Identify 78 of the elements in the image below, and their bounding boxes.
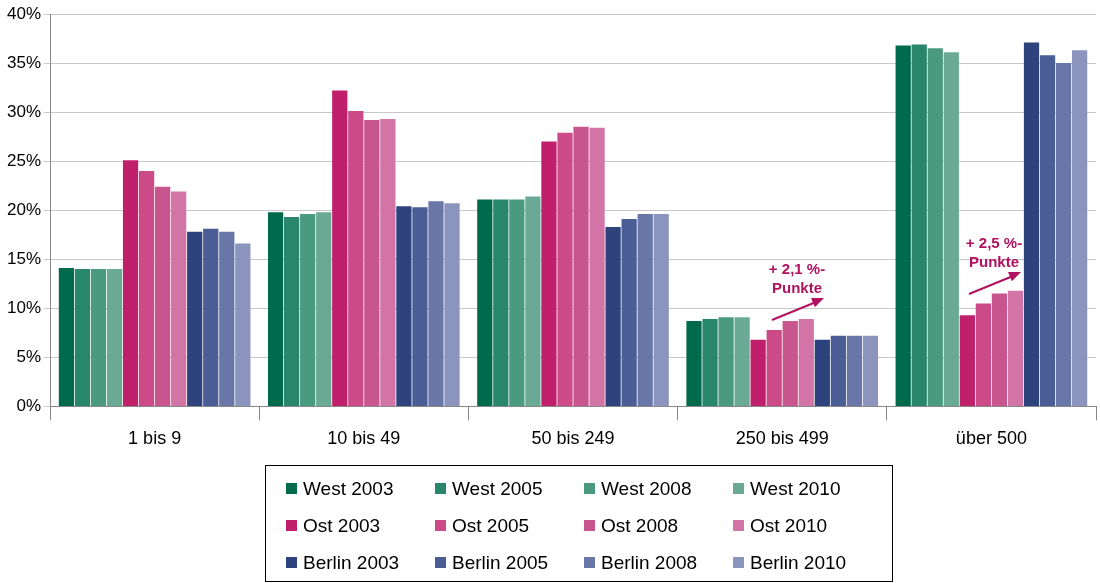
bar: [943, 52, 959, 406]
bar: [412, 207, 428, 406]
bar: [122, 160, 139, 406]
bar: [300, 214, 316, 406]
x-tick-label: 50 bis 249: [531, 428, 615, 449]
bar: [718, 317, 734, 406]
bar: [605, 226, 621, 406]
bar: [846, 335, 862, 406]
legend-label: West 2003: [303, 477, 394, 500]
bar: [1039, 55, 1056, 406]
bar: [702, 319, 718, 406]
legend-label: West 2008: [601, 477, 692, 500]
bar: [1023, 42, 1040, 406]
legend-label: Berlin 2008: [601, 551, 698, 574]
legend-label: West 2005: [452, 477, 543, 500]
bar: [798, 319, 814, 406]
bar: [267, 212, 284, 406]
x-tick-label: über 500: [955, 428, 1027, 449]
bar: [525, 196, 541, 406]
bar: [380, 118, 396, 406]
bar: [106, 269, 123, 406]
legend-label: Ost 2003: [303, 514, 381, 537]
bar: [750, 339, 766, 406]
bar: [235, 243, 251, 406]
legend-label: Ost 2010: [750, 514, 828, 537]
y-tick-label: 35%: [6, 52, 42, 72]
y-tick-label: 25%: [6, 150, 42, 170]
bar: [332, 90, 348, 406]
bar: [814, 339, 830, 406]
bar: [686, 321, 702, 406]
y-tick-label: 10%: [6, 297, 42, 317]
bar: [444, 203, 460, 406]
y-tick-label: 5%: [16, 347, 42, 367]
bar: [74, 269, 91, 406]
annotation: + 2,1 %- Punkte: [768, 259, 826, 296]
bar: [830, 335, 846, 406]
y-tick-label: 30%: [6, 101, 42, 121]
legend-label: Berlin 2010: [750, 551, 847, 574]
bar: [1007, 290, 1024, 406]
bar: [428, 201, 444, 406]
bar: [541, 141, 557, 406]
legend-label: Ost 2008: [601, 514, 679, 537]
bar: [284, 217, 300, 406]
bar: [959, 315, 975, 406]
bar: [477, 199, 493, 406]
bar: [895, 45, 911, 406]
legend-label: Berlin 2003: [303, 551, 400, 574]
annotation: + 2,5 %- Punkte: [965, 233, 1023, 270]
y-tick-label: 20%: [6, 199, 42, 219]
bar: [653, 214, 669, 406]
x-tick-label: 250 bis 499: [735, 428, 829, 449]
bar: [911, 44, 927, 406]
bar: [927, 48, 943, 406]
bar: [637, 214, 653, 406]
y-tick-label: 15%: [6, 248, 42, 268]
x-tick-label: 10 bis 49: [327, 428, 401, 449]
bar: [509, 199, 525, 406]
bar: [187, 231, 203, 406]
bar: [862, 335, 879, 406]
bar: [316, 212, 332, 406]
bar: [734, 317, 750, 406]
bar: [219, 231, 235, 406]
bar: [396, 206, 412, 406]
x-tick-label: 1 bis 9: [128, 428, 182, 449]
legend-label: West 2010: [750, 477, 841, 500]
bar: [90, 269, 107, 406]
bar: [1055, 63, 1072, 406]
bar: [58, 268, 75, 406]
bar: [589, 127, 605, 406]
legend-label: Berlin 2005: [452, 551, 549, 574]
legend-label: Ost 2005: [452, 514, 530, 537]
bar: [1071, 50, 1088, 406]
y-tick-label: 0%: [16, 396, 42, 416]
bar: [171, 191, 187, 406]
bar: [203, 228, 219, 406]
bar: [493, 199, 509, 406]
bar: [621, 219, 637, 406]
y-tick-label: 40%: [6, 3, 42, 23]
